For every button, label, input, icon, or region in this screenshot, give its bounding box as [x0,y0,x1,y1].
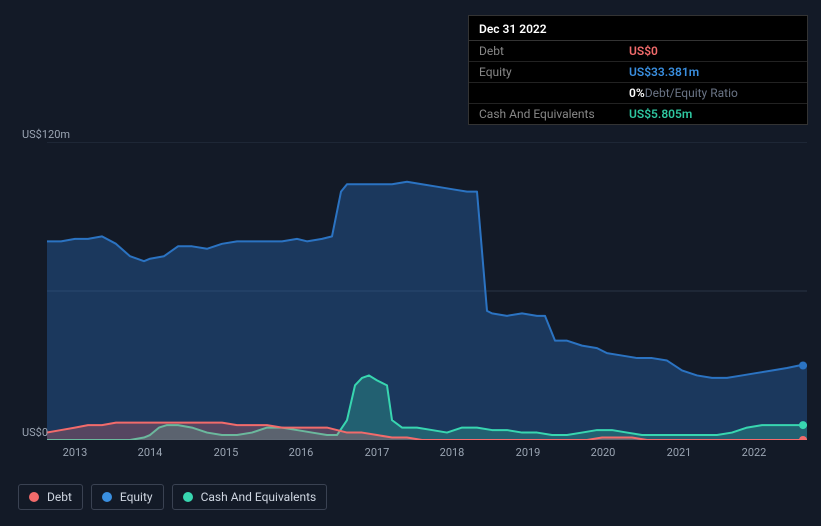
tooltip-title: Dec 31 2022 [469,16,807,41]
legend-label: Debt [47,490,72,504]
legend: Debt Equity Cash And Equivalents [18,484,327,510]
legend-dot [29,492,39,502]
tooltip-row: Cash And EquivalentsUS$5.805m [469,104,807,124]
legend-item-debt[interactable]: Debt [18,484,83,510]
x-axis-label: 2013 [63,446,88,459]
x-axis-label: 2014 [138,446,163,459]
tooltip-label: Debt [479,44,629,58]
tooltip-label: Equity [479,65,629,79]
legend-label: Cash And Equivalents [201,490,317,504]
tooltip-label [479,86,629,100]
x-axis-label: 2015 [214,446,239,459]
legend-label: Equity [120,490,153,504]
legend-dot [183,492,193,502]
x-axis-label: 2017 [365,446,390,459]
tooltip-row: 0% Debt/Equity Ratio [469,83,807,104]
chart-svg [47,142,807,440]
x-axis-label: 2022 [742,446,767,459]
tooltip-suffix: Debt/Equity Ratio [645,86,738,100]
tooltip-value: US$0 [629,44,658,58]
x-axis-label: 2018 [440,446,465,459]
tooltip-row: EquityUS$33.381m [469,62,807,83]
legend-dot [102,492,112,502]
chart-area [47,142,807,440]
x-axis-label: 2019 [516,446,541,459]
x-axis-label: 2016 [289,446,314,459]
tooltip-value: US$5.805m [629,107,692,121]
tooltip-label: Cash And Equivalents [479,107,629,121]
legend-item-cash-and-equivalents[interactable]: Cash And Equivalents [172,484,328,510]
tooltip-value: 0% [629,86,645,100]
x-axis-label: 2021 [667,446,692,459]
x-axis-label: 2020 [591,446,616,459]
y-axis-label: US$0 [22,426,48,439]
legend-item-equity[interactable]: Equity [91,484,164,510]
tooltip-value: US$33.381m [629,65,699,79]
tooltip-row: DebtUS$0 [469,41,807,62]
y-axis-label: US$120m [22,128,70,141]
tooltip: Dec 31 2022DebtUS$0EquityUS$33.381m0% De… [468,15,808,125]
